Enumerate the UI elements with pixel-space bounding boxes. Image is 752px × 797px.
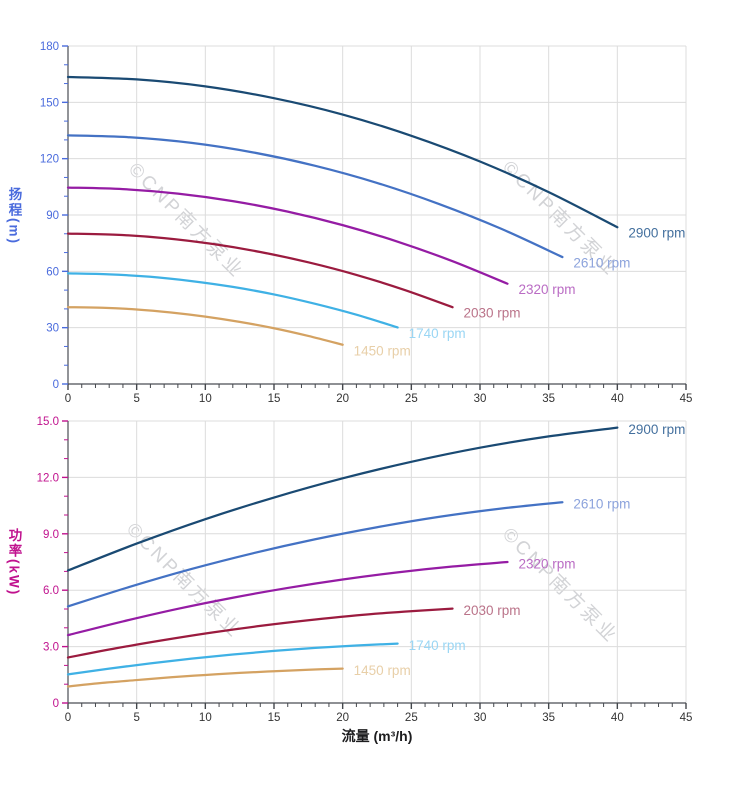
- y-tick-label: 60: [46, 266, 59, 278]
- x-tick-label: 0: [65, 393, 71, 405]
- head-axis-title: 扬程(m): [6, 187, 22, 245]
- curve-label-1450-rpm: 1450 rpm: [354, 663, 411, 678]
- x-tick-label: 30: [474, 712, 487, 724]
- y-tick-label: 3.0: [43, 642, 59, 654]
- curve-label-2030-rpm: 2030 rpm: [464, 603, 521, 618]
- curve-label-1450-rpm: 1450 rpm: [354, 343, 411, 358]
- y-tick-label: 180: [40, 41, 59, 53]
- curve-1450-rpm: [66, 306, 344, 346]
- x-tick-label: 35: [542, 393, 555, 405]
- y-tick-label: 9.0: [43, 529, 59, 541]
- x-tick-label: 0: [65, 712, 71, 724]
- x-tick-label: 20: [336, 712, 349, 724]
- x-tick-label: 40: [611, 393, 624, 405]
- x-tick-label: 15: [268, 712, 281, 724]
- y-tick-label: 30: [46, 323, 59, 335]
- x-tick-label: 45: [680, 393, 693, 405]
- y-tick-label: 6.0: [43, 585, 59, 597]
- curve-2030-rpm: [66, 232, 454, 309]
- curve-label-2320-rpm: 2320 rpm: [518, 282, 575, 297]
- curve-1740-rpm: [66, 272, 399, 329]
- watermark-text: ©CNP南方泵业: [122, 518, 247, 643]
- watermark-text: ©CNP南方泵业: [498, 523, 623, 648]
- y-tick-label: 90: [46, 210, 59, 222]
- curve-label-2610-rpm: 2610 rpm: [573, 256, 630, 271]
- curve-label-2610-rpm: 2610 rpm: [573, 497, 630, 512]
- curve-2030-rpm: [66, 607, 454, 659]
- curve-2610-rpm: [66, 501, 564, 608]
- flow-axis-title: 流量 (m³/h): [341, 728, 413, 744]
- curve-1450-rpm: [66, 667, 344, 688]
- curve-2610-rpm: [66, 134, 564, 259]
- x-tick-label: 30: [474, 393, 487, 405]
- x-tick-label: 10: [199, 712, 212, 724]
- curve-2320-rpm: [66, 560, 509, 637]
- y-tick-label: 15.0: [37, 416, 59, 428]
- watermark-text: ©CNP南方泵业: [124, 158, 249, 283]
- curve-2900-rpm: [66, 75, 619, 229]
- x-tick-label: 5: [133, 712, 139, 724]
- x-tick-label: 20: [336, 393, 349, 405]
- curve-label-2900-rpm: 2900 rpm: [628, 226, 685, 241]
- x-tick-label: 25: [405, 712, 418, 724]
- y-tick-label: 0: [53, 698, 59, 710]
- x-tick-label: 10: [199, 393, 212, 405]
- chart-power-vs-flow: 0 5 10 15 20 25 30 35 40 45 0 3.0 6.0 9.0 12.0 15.0 2900…: [37, 416, 693, 724]
- x-tick-label: 35: [542, 712, 555, 724]
- y-tick-label: 12.0: [37, 472, 59, 484]
- curve-2320-rpm: [66, 186, 509, 285]
- chart-head-vs-flow: 0 5 10 15 20 25 30 35 40 45 0 30 60 90 120 150 180 2900 r…: [40, 41, 693, 405]
- curve-label-1740-rpm: 1740 rpm: [409, 638, 466, 653]
- curve-label-1740-rpm: 1740 rpm: [409, 326, 466, 341]
- y-tick-label: 120: [40, 154, 59, 166]
- x-tick-label: 5: [133, 393, 139, 405]
- x-tick-label: 40: [611, 712, 624, 724]
- curve-1740-rpm: [66, 642, 399, 676]
- x-tick-label: 25: [405, 393, 418, 405]
- curve-label-2030-rpm: 2030 rpm: [464, 306, 521, 321]
- x-tick-label: 45: [680, 712, 693, 724]
- y-tick-label: 0: [53, 379, 59, 391]
- curve-label-2320-rpm: 2320 rpm: [518, 557, 575, 572]
- x-tick-label: 15: [268, 393, 281, 405]
- power-axis-title: 功率(kW): [6, 528, 22, 597]
- curve-label-2900-rpm: 2900 rpm: [628, 422, 685, 437]
- curve-2900-rpm: [66, 426, 619, 572]
- y-tick-label: 150: [40, 97, 59, 109]
